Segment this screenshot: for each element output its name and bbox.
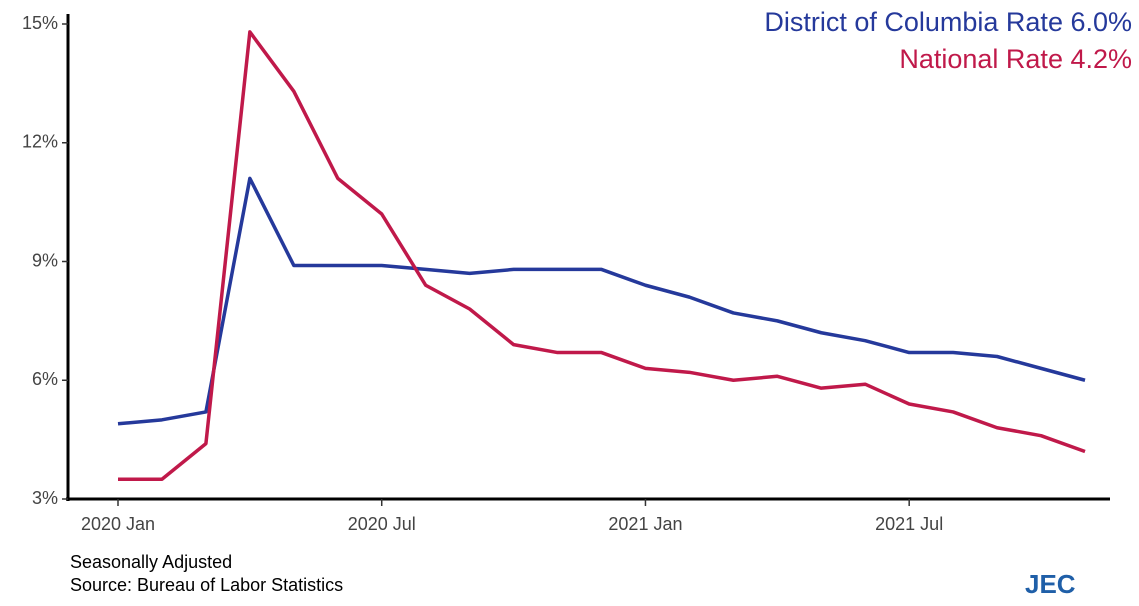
series-line	[118, 30, 1086, 481]
y-tick-label: 12%	[22, 132, 58, 152]
y-tick-label: 15%	[22, 13, 58, 33]
x-tick-label: 2020 Jan	[81, 514, 155, 534]
x-tick-label: 2020 Jul	[348, 514, 416, 534]
y-tick-label: 9%	[32, 250, 58, 270]
note: Source: Bureau of Labor Statistics	[70, 575, 343, 595]
series-line	[117, 176, 1086, 426]
note: Seasonally Adjusted	[70, 552, 232, 572]
x-tick-label: 2021 Jul	[875, 514, 943, 534]
logo: JEC	[1025, 569, 1076, 599]
y-tick-label: 6%	[32, 369, 58, 389]
x-tick-label: 2021 Jan	[608, 514, 682, 534]
legend-entry: National Rate 4.2%	[899, 44, 1132, 74]
legend-entry: District of Columbia Rate 6.0%	[764, 7, 1132, 37]
y-tick-label: 3%	[32, 488, 58, 508]
